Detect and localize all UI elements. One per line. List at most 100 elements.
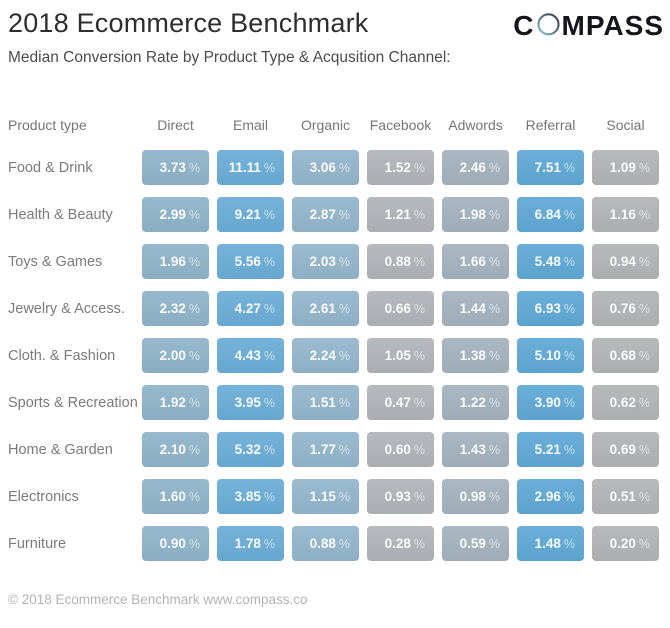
cell-unit: % [338,302,350,316]
cell-unit: % [188,349,200,363]
cell-unit: % [263,208,275,222]
copyright-footer: © 2018 Ecommerce Benchmark www.compass.c… [8,592,308,607]
heatmap-cell: 9.21% [217,197,284,232]
cell-value: 0.60 [384,442,411,457]
cell-value: 1.16 [609,207,636,222]
cell-unit: % [638,443,650,457]
cell-value: 1.96 [159,254,186,269]
row-label: Cloth. & Fashion [8,347,116,364]
heatmap-cell: 0.98% [442,479,509,514]
heatmap-cell: 1.52% [367,150,434,185]
cell-unit: % [488,302,500,316]
cell-value: 2.96 [534,489,561,504]
page-title: 2018 Ecommerce Benchmark [8,8,369,38]
heatmap-cell: 0.28% [367,526,434,561]
cell-value: 3.06 [309,160,336,175]
heatmap-cell: 1.78% [217,526,284,561]
heatmap-cell: 1.22% [442,385,509,420]
heatmap-cell: 0.59% [442,526,509,561]
row-label: Toys & Games [8,253,103,270]
row-label: Food & Drink [8,159,93,176]
cell-unit: % [488,537,500,551]
cell-unit: % [488,349,500,363]
cell-value: 9.21 [234,207,261,222]
cell-unit: % [338,490,350,504]
cell-value: 1.48 [534,536,561,551]
cell-value: 0.47 [384,395,411,410]
cell-unit: % [413,208,425,222]
heatmap-cell: 0.60% [367,432,434,467]
cell-unit: % [563,161,575,175]
cell-unit: % [563,349,575,363]
cell-value: 3.95 [234,395,261,410]
cell-unit: % [563,490,575,504]
cell-value: 1.51 [309,395,336,410]
cell-unit: % [638,490,650,504]
heatmap-cell: 0.93% [367,479,434,514]
heatmap-cell: 5.48% [517,244,584,279]
heatmap-cell: 3.95% [217,385,284,420]
heatmap-cell: 0.66% [367,291,434,326]
cell-value: 5.48 [534,254,561,269]
cell-unit: % [188,443,200,457]
logo-text-start: C [513,10,535,41]
heatmap-cell: 1.96% [142,244,209,279]
heatmap-cell: 3.06% [292,150,359,185]
cell-value: 1.05 [384,348,411,363]
cell-unit: % [188,208,200,222]
heatmap-cell: 1.60% [142,479,209,514]
heatmap-cell: 3.85% [217,479,284,514]
cell-unit: % [563,255,575,269]
cell-unit: % [413,490,425,504]
cell-unit: % [263,255,275,269]
cell-unit: % [338,208,350,222]
cell-unit: % [263,537,275,551]
cell-value: 0.90 [159,536,186,551]
heatmap-cell: 2.32% [142,291,209,326]
cell-value: 1.22 [459,395,486,410]
cell-value: 0.62 [609,395,636,410]
heatmap-cell: 0.76% [592,291,659,326]
cell-value: 0.69 [609,442,636,457]
cell-value: 5.56 [234,254,261,269]
cell-unit: % [638,537,650,551]
column-header-adwords: Adwords [448,117,503,133]
cell-unit: % [263,396,275,410]
cell-value: 0.68 [609,348,636,363]
cell-value: 2.99 [159,207,186,222]
heatmap-cell: 2.61% [292,291,359,326]
heatmap-cell: 0.68% [592,338,659,373]
cell-value: 2.87 [309,207,336,222]
cell-unit: % [638,302,650,316]
column-header-direct: Direct [157,117,194,133]
heatmap-cell: 3.90% [517,385,584,420]
cell-unit: % [263,490,275,504]
cell-value: 2.61 [309,301,336,316]
heatmap-cell: 2.46% [442,150,509,185]
cell-unit: % [413,161,425,175]
column-header-facebook: Facebook [369,117,432,133]
heatmap-cell: 0.20% [592,526,659,561]
cell-unit: % [638,161,650,175]
heatmap-cell: 2.99% [142,197,209,232]
heatmap-cell: 1.77% [292,432,359,467]
cell-unit: % [488,396,500,410]
cell-unit: % [488,255,500,269]
heatmap-cell: 0.47% [367,385,434,420]
heatmap-cell: 2.03% [292,244,359,279]
cell-value: 1.09 [609,160,636,175]
cell-unit: % [563,302,575,316]
compass-logo: C MPASS [513,11,664,41]
heatmap-cell: 2.10% [142,432,209,467]
cell-value: 0.76 [609,301,636,316]
cell-value: 1.98 [459,207,486,222]
cell-unit: % [338,396,350,410]
heatmap-cell: 1.05% [367,338,434,373]
cell-value: 1.43 [459,442,486,457]
cell-unit: % [413,396,425,410]
cell-unit: % [413,255,425,269]
cell-unit: % [413,349,425,363]
cell-unit: % [638,349,650,363]
cell-unit: % [563,537,575,551]
heatmap-cell: 5.56% [217,244,284,279]
